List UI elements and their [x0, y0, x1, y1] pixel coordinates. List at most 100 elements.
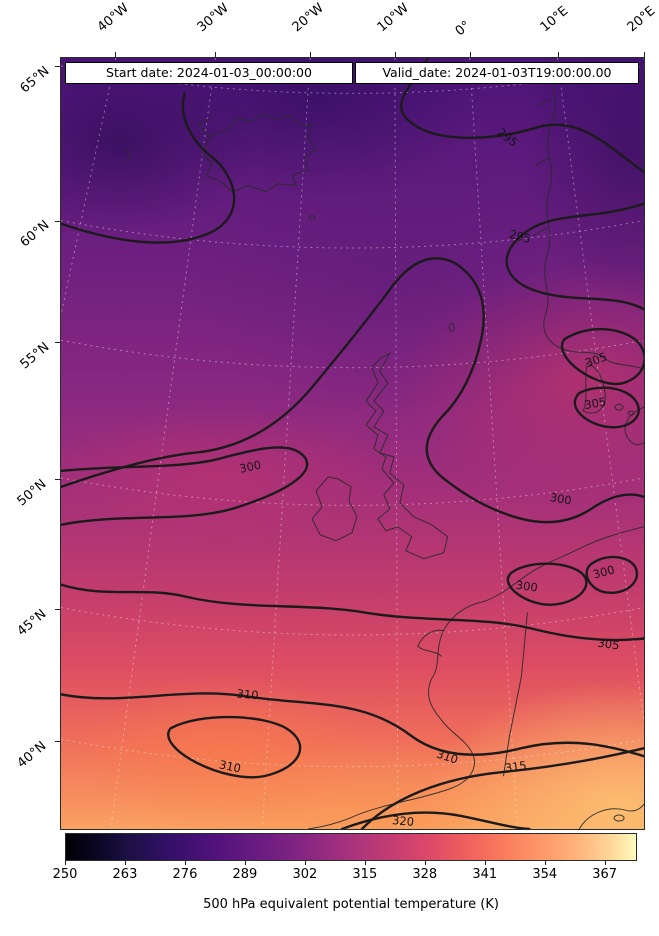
theta-e-field	[61, 58, 644, 829]
lat-tick-label: 45°N	[14, 606, 50, 640]
lon-tick-mark	[310, 52, 311, 57]
contour-300-main	[61, 257, 644, 524]
coast-mediterranean	[578, 803, 644, 829]
coast-baltic	[602, 356, 644, 446]
colorbar-tick-mark	[484, 861, 486, 865]
colorbar-tick-label: 250	[52, 867, 78, 882]
lon-tick-label: 20°E	[624, 3, 659, 36]
colorbar-tick-label: 302	[292, 867, 318, 882]
colorbar-tick-mark	[184, 861, 186, 865]
contour-label: 315	[504, 758, 528, 775]
lat-tick-mark	[55, 741, 60, 742]
lon-tick-mark	[558, 52, 559, 57]
colorbar-tick-label: 341	[472, 867, 498, 882]
contour-300-loop-a	[506, 562, 588, 606]
lat-tick-mark	[55, 609, 60, 610]
lat-tick-mark	[55, 342, 60, 343]
valid-date-box: Valid_date: 2024-01-03T19:00:00.00	[355, 62, 639, 84]
danish-island	[614, 403, 624, 411]
contour-300-tongue	[61, 446, 309, 526]
contour-305-loop-b	[573, 386, 640, 429]
lat-tick-label: 40°N	[14, 738, 50, 772]
colorbar-tick-label: 315	[352, 867, 378, 882]
colorbar-tick-mark	[544, 861, 546, 865]
lat-tick-label: 65°N	[17, 63, 53, 97]
graticule	[61, 58, 644, 829]
lon-tick-mark	[470, 52, 471, 57]
colorbar-area: 250 263 276 289 302 315 328 341 354 367	[53, 833, 637, 882]
colorbar-tick-mark	[424, 861, 426, 865]
contour-295-a	[399, 58, 644, 173]
valid-date-text: Valid_date: 2024-01-03T19:00:00.00	[382, 65, 612, 80]
coast-brittany	[417, 629, 444, 657]
coast-iceland	[201, 113, 317, 193]
colorbar-tick-label: 367	[592, 867, 618, 882]
lon-tick-label: 30°W	[194, 0, 232, 36]
contour-295-b	[505, 202, 644, 311]
colorbar-tick-mark	[65, 861, 66, 865]
contour-300-loop-b	[585, 555, 639, 594]
coast-iceland-peninsula	[197, 117, 211, 137]
lat-tick-label: 60°N	[17, 217, 53, 251]
theta-e-contours	[61, 58, 644, 829]
coast-ireland	[311, 476, 358, 542]
lat-tick-mark	[55, 479, 60, 480]
contour-315-main	[360, 747, 644, 829]
colorbar-tick-label: 276	[172, 867, 198, 882]
lon-tick-mark	[644, 52, 645, 57]
coast-continent	[308, 526, 644, 829]
contour-label: 310	[236, 686, 259, 702]
contour-label: 295	[495, 125, 521, 150]
colorbar-tick-label: 328	[412, 867, 438, 882]
contour-label: 320	[392, 813, 415, 829]
colorbar-caption: 500 hPa equivalent potential temperature…	[203, 897, 499, 912]
contour-label: 300	[515, 578, 539, 595]
lon-tick-label: 40°W	[94, 0, 132, 36]
faroe-islands	[308, 215, 316, 221]
lon-tick-label: 10°E	[537, 3, 572, 36]
border-line	[502, 612, 528, 777]
coast-denmark	[582, 362, 606, 414]
mediterranean-island	[613, 814, 625, 822]
coast-norway	[543, 58, 604, 358]
contour-label: 310	[435, 747, 460, 767]
lat-tick-label: 50°N	[14, 476, 50, 510]
colorbar	[65, 833, 637, 861]
lat-tick-mark	[55, 66, 60, 67]
lon-tick-label: 0°	[452, 18, 474, 40]
colorbar-tick-mark	[604, 861, 606, 865]
contour-label: 300	[549, 490, 573, 508]
map-overlay-svg: 295 295 305 305 300 300 300 300 305 310 …	[61, 58, 644, 829]
shetland-islands	[448, 322, 455, 332]
contour-label: 295	[508, 227, 533, 246]
colorbar-tick-mark	[124, 861, 126, 865]
start-date-text: Start date: 2024-01-03_00:00:00	[106, 65, 312, 80]
colorbar-tick-label: 354	[532, 867, 558, 882]
contour-label: 305	[597, 636, 621, 653]
map-plot-area: 295 295 305 305 300 300 300 300 305 310 …	[60, 57, 645, 830]
colorbar-tick-mark	[364, 861, 366, 865]
colorbar-tick-mark	[244, 861, 246, 865]
lon-tick-mark	[395, 52, 396, 57]
contour-320-main	[340, 811, 531, 829]
contour-310-main	[61, 692, 644, 758]
contour-label: 310	[218, 757, 242, 775]
lon-tick-mark	[115, 52, 116, 57]
coast-norway-fjords	[533, 97, 552, 236]
contour-310-loop	[167, 715, 302, 779]
lon-tick-label: 10°W	[374, 0, 412, 36]
colorbar-tick-label: 263	[112, 867, 138, 882]
colorbar-tick-label: 289	[232, 867, 258, 882]
coast-great-britain	[365, 352, 449, 560]
lat-tick-mark	[55, 221, 60, 222]
contour-305-loop-a	[560, 327, 644, 386]
coast-speck	[124, 147, 132, 163]
colorbar-tick-mark	[304, 861, 306, 865]
contour-label: 300	[591, 562, 616, 581]
coastlines	[124, 58, 644, 829]
lon-tick-mark	[215, 52, 216, 57]
lon-tick-label: 20°W	[289, 0, 327, 36]
lat-tick-label: 55°N	[17, 339, 53, 373]
contour-label: 300	[238, 458, 262, 476]
